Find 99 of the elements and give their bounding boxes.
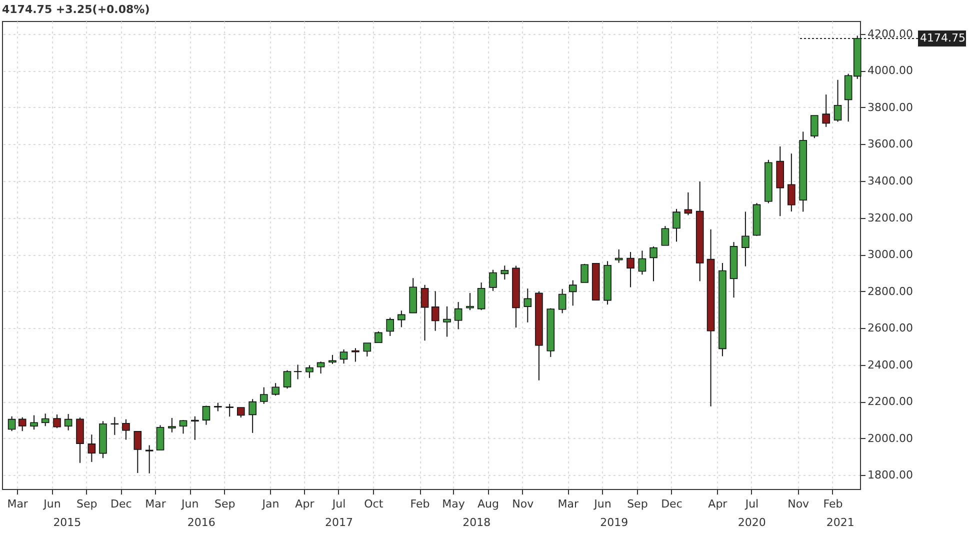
y-tick-label: 3800.00	[868, 100, 913, 114]
candlestick	[626, 251, 634, 288]
candlestick	[558, 288, 566, 314]
candlestick	[272, 382, 280, 396]
candlestick	[122, 418, 130, 440]
candlestick	[248, 398, 256, 434]
candlestick	[88, 434, 96, 462]
x-tick-label: Mar	[145, 498, 166, 510]
y-tick-label: 2400.00	[868, 358, 913, 372]
y-tick-label: 3000.00	[868, 248, 913, 262]
candlestick	[156, 424, 164, 451]
text: 2015	[53, 516, 82, 529]
y-tick-label: 2800.00	[868, 284, 913, 298]
x-tick-label: Oct	[364, 498, 384, 510]
candlestick	[684, 192, 692, 216]
candlestick	[168, 418, 176, 433]
candlestick	[283, 370, 292, 390]
x-tick-label: Sep	[76, 498, 98, 510]
x-tick-label: Feb	[410, 498, 430, 510]
candlestick	[788, 153, 796, 212]
x-tick-label: Jul	[744, 498, 759, 510]
text: 2017	[325, 516, 354, 529]
candlestick	[454, 301, 462, 330]
candlestick	[8, 416, 16, 432]
candlestick	[466, 292, 474, 311]
candlestick	[834, 79, 842, 122]
y-tick-label: 4000.00	[868, 64, 913, 78]
candlestick	[661, 226, 670, 246]
candlestick	[53, 414, 61, 429]
x-tick-label: Dec	[110, 498, 132, 510]
x-tick-label: Mar	[558, 498, 579, 510]
x-tick-label: Sep	[214, 498, 236, 510]
candlestick	[650, 246, 658, 282]
x-tick-label: May	[442, 498, 466, 510]
y-tick-label: 3600.00	[868, 138, 913, 151]
candlestick	[64, 413, 72, 431]
text: 2018	[462, 516, 491, 529]
candlestick	[363, 342, 372, 357]
candlestick	[328, 354, 336, 364]
candlestick	[443, 306, 451, 338]
y-tick-label: 2200.00	[868, 395, 913, 408]
text: 2016	[187, 516, 216, 529]
candlestick	[41, 413, 50, 427]
candlestick	[568, 280, 577, 306]
candlestick	[226, 403, 234, 418]
x-tick-label: Apr	[295, 498, 315, 510]
candlestick	[202, 405, 210, 426]
candlestick	[431, 290, 440, 332]
candlestick	[672, 208, 680, 242]
x-tick-label: Dec	[661, 498, 682, 510]
x-tick-label: Apr	[708, 498, 728, 510]
candlestick	[524, 288, 532, 323]
candlestick	[237, 406, 245, 418]
candlestick	[374, 330, 382, 344]
candlestick	[420, 284, 429, 342]
candlestick	[386, 317, 394, 337]
candlestick	[742, 211, 750, 267]
candlestick	[30, 414, 38, 430]
y-tick-label: 2000.00	[868, 432, 913, 445]
x-tick-label: Sep	[627, 498, 648, 510]
text: 2021	[826, 516, 854, 529]
x-tick-label: Jul	[331, 498, 346, 510]
candlestick	[614, 248, 623, 264]
candlestick	[810, 115, 818, 139]
candlestick	[191, 416, 199, 440]
candlestick	[179, 420, 188, 434]
candlestick	[306, 364, 314, 378]
ref-line-label: 4174.75	[920, 32, 966, 45]
candlestick	[500, 265, 509, 280]
y-tick-label: 3200.00	[868, 211, 913, 224]
x-tick-label: Feb	[823, 498, 843, 510]
candlestick	[822, 94, 830, 128]
x-tick-label: Jun	[42, 498, 61, 510]
y-tick-label: 4200.00	[868, 27, 913, 40]
candlestick	[638, 250, 646, 276]
y-tick-label: 1800.00	[868, 468, 913, 482]
candlestick	[260, 386, 268, 404]
candlestick	[489, 269, 497, 292]
candlestick	[580, 263, 588, 283]
candlestick	[18, 416, 26, 432]
candlestick	[145, 444, 154, 474]
candlestick	[316, 361, 325, 374]
candlestick	[398, 310, 406, 328]
candlestick	[294, 364, 302, 380]
candlestick	[477, 282, 486, 311]
x-tick-label: Jun	[593, 498, 612, 510]
text: 2020	[738, 516, 766, 529]
x-tick-label: Mar	[7, 498, 28, 510]
text: 2019	[600, 516, 628, 529]
y-tick-label: 2600.00	[868, 322, 913, 335]
candlestick	[340, 348, 348, 364]
y-tick-label: 3400.00	[868, 174, 913, 188]
chart-title: 4174.75 +3.25(+0.08%)	[2, 3, 150, 16]
x-tick-label: Jan	[261, 498, 280, 510]
candlestick	[134, 430, 142, 474]
x-tick-label: Nov	[788, 498, 810, 510]
x-tick-label: Aug	[477, 498, 499, 510]
x-tick-label: Jun	[180, 498, 199, 510]
x-tick-label: Nov	[512, 498, 534, 510]
